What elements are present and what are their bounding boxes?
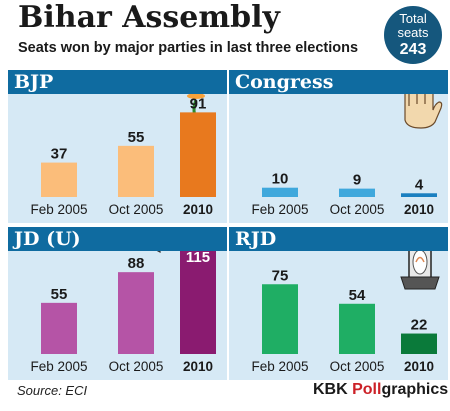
panel-bjp: 37 Feb 2005 55 Oct 2005 91 2010 BJP (8, 70, 227, 223)
data-label: 22 (411, 317, 428, 334)
category-label: Feb 2005 (30, 359, 87, 374)
category-label: Feb 2005 (251, 202, 308, 217)
bar (401, 333, 437, 354)
category-label: Oct 2005 (330, 359, 385, 374)
category-label: Oct 2005 (109, 359, 164, 374)
bar (339, 188, 375, 197)
data-label: 55 (51, 286, 68, 303)
bar (401, 193, 437, 197)
bar (262, 284, 298, 354)
bar (180, 112, 216, 197)
category-label: 2010 (404, 359, 434, 374)
panel-header: Congress (229, 70, 448, 94)
category-label: Feb 2005 (30, 202, 87, 217)
bar (339, 303, 375, 354)
category-label: Oct 2005 (330, 202, 385, 217)
data-label: 9 (353, 172, 361, 189)
page-title: Bihar Assembly (18, 0, 280, 35)
party-name-rjd: RJD (235, 228, 277, 250)
category-label: Feb 2005 (251, 359, 308, 374)
data-label: 88 (128, 255, 145, 272)
party-name-congress: Congress (235, 71, 334, 93)
category-label: 2010 (183, 359, 213, 374)
panel-rjd: 75 Feb 2005 54 Oct 2005 22 2010 RJD (229, 227, 448, 380)
panel-header: RJD (229, 227, 448, 251)
data-label: 55 (128, 129, 145, 146)
bar (118, 145, 154, 197)
data-label: 4 (415, 176, 424, 193)
total-seats-value: 243 (399, 41, 427, 58)
brand-credit: KBK Pollgraphics (313, 381, 448, 399)
panel-header: BJP (8, 70, 227, 94)
source-note: Source: ECI (17, 383, 88, 398)
party-name-bjp: BJP (14, 71, 54, 93)
panel-congress: 10 Feb 2005 9 Oct 2005 4 2010 Congress (229, 70, 448, 223)
brand-part2: Poll (352, 381, 382, 398)
category-label: 2010 (404, 202, 434, 217)
data-label: 75 (272, 267, 289, 284)
total-seats-label-line1: Total (399, 11, 427, 26)
total-seats-label-line2: seats (397, 25, 429, 40)
page-subtitle: Seats won by major parties in last three… (18, 40, 359, 56)
data-label: 91 (190, 95, 207, 112)
bar (262, 187, 298, 197)
data-label: 54 (349, 287, 366, 304)
panel-header: JD (U) (8, 227, 227, 251)
bar (180, 247, 216, 354)
data-label: 115 (186, 249, 210, 266)
brand-part1: KBK (313, 381, 353, 398)
data-label: 10 (272, 171, 289, 188)
category-label: Oct 2005 (109, 202, 164, 217)
category-label: 2010 (183, 202, 213, 217)
bar (118, 272, 154, 354)
data-label: 37 (51, 146, 68, 163)
brand-part3: graphics (381, 381, 449, 398)
bar (41, 162, 77, 197)
total-seats-badge: Total seats 243 (384, 6, 442, 64)
party-name-jdu: JD (U) (14, 228, 81, 250)
bar (41, 302, 77, 354)
panel-jdu: 55 Feb 2005 88 Oct 2005 115 2010 JD (U) (8, 227, 227, 380)
